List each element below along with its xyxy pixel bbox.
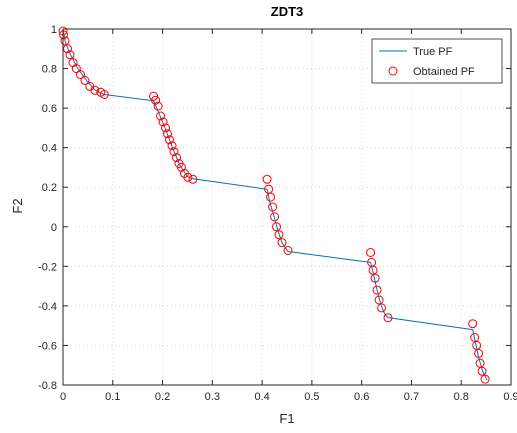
x-tick-label: 0.4 [254, 391, 269, 403]
x-tick-label: 0.6 [354, 391, 369, 403]
obtained-pf-point [468, 319, 478, 329]
obtained-pf-point [177, 162, 186, 172]
obtained-pf-point [262, 174, 272, 184]
y-tick-label: 1 [51, 24, 57, 36]
obtained-pf-point [188, 174, 198, 184]
axes-box [62, 28, 512, 386]
x-tick-label: 0.8 [454, 391, 469, 403]
x-tick-label: 0.7 [404, 391, 419, 403]
obtained-pf-point [283, 246, 293, 255]
obtained-pf-point [370, 273, 380, 283]
obtained-pf-point [161, 123, 170, 133]
obtained-pf-point [474, 348, 484, 358]
obtained-pf-point [90, 85, 100, 95]
obtained-pf-point [80, 75, 90, 85]
x-tick-label: 0.3 [205, 391, 220, 403]
true-pf-segment [153, 100, 268, 190]
obtained-pf-point [158, 117, 168, 127]
obtained-pf-point [163, 129, 172, 139]
obtained-pf-point [268, 202, 278, 212]
obtained-pf-point [153, 101, 163, 111]
x-tick-label: 0.9 [503, 391, 517, 403]
x-axis-label: F1 [279, 411, 294, 426]
plot-area [63, 29, 511, 385]
obtained-pf-point [75, 70, 85, 79]
y-tick-label: 0 [51, 222, 57, 234]
obtained-pf-point [156, 111, 166, 121]
y-tick-label: 0.8 [42, 64, 57, 76]
obtained-pf-point [366, 248, 376, 257]
obtained-pf-point [60, 36, 70, 46]
obtained-pf-point [99, 90, 109, 99]
legend-label-obtained-pf: Obtained PF [413, 66, 475, 78]
chart-title: ZDT3 [271, 4, 304, 19]
obtained-pf-point [172, 153, 181, 163]
x-axis: 0 0.1 0.2 0.3 0.4 0.5 0.6 0.7 0.8 0.9 [60, 29, 517, 403]
y-tick-label: 0.6 [42, 103, 57, 115]
obtained-pf-point [183, 172, 193, 182]
obtained-pf-point [165, 135, 174, 145]
obtained-pf-point [477, 366, 487, 376]
obtained-pf-point [377, 303, 387, 313]
obtained-pf-point [151, 95, 161, 105]
obtained-pf-point [65, 50, 75, 60]
obtained-pf-point [374, 295, 384, 305]
legend-label-true-pf: True PF [413, 46, 453, 58]
y-tick-label: -0.4 [38, 301, 57, 313]
obtained-pf-point [272, 222, 281, 232]
y-tick-label: -0.8 [38, 380, 57, 392]
x-tick-label: 0.2 [155, 391, 170, 403]
legend: True PF Obtained PF [371, 38, 503, 84]
obtained-pf-point [274, 230, 284, 240]
y-tick-label: -0.6 [38, 340, 57, 352]
obtained-pf-point [383, 313, 393, 323]
grid-lines [63, 29, 511, 385]
x-tick-label: 0.5 [304, 391, 319, 403]
x-tick-label: 0 [60, 391, 66, 403]
legend-marker-swatch [388, 66, 398, 76]
y-axis-label: F2 [10, 198, 25, 213]
obtained-pf-point [480, 374, 490, 384]
y-tick-label: 0.2 [42, 182, 57, 194]
legend-box [371, 38, 503, 84]
obtained-pf-series [58, 26, 490, 384]
x-tick-label: 0.1 [105, 391, 120, 403]
y-tick-label: -0.2 [38, 261, 57, 273]
obtained-pf-point [169, 147, 179, 157]
obtained-pf-point [270, 212, 280, 222]
obtained-pf-point [167, 141, 177, 151]
obtained-pf-point [277, 238, 287, 248]
obtained-pf-point [372, 285, 382, 295]
y-tick-label: 0.4 [42, 143, 57, 155]
obtained-pf-point [266, 192, 276, 202]
y-axis: -0.8 -0.6 -0.4 -0.2 0 0.2 0.4 0.6 0.8 1 [38, 24, 511, 392]
